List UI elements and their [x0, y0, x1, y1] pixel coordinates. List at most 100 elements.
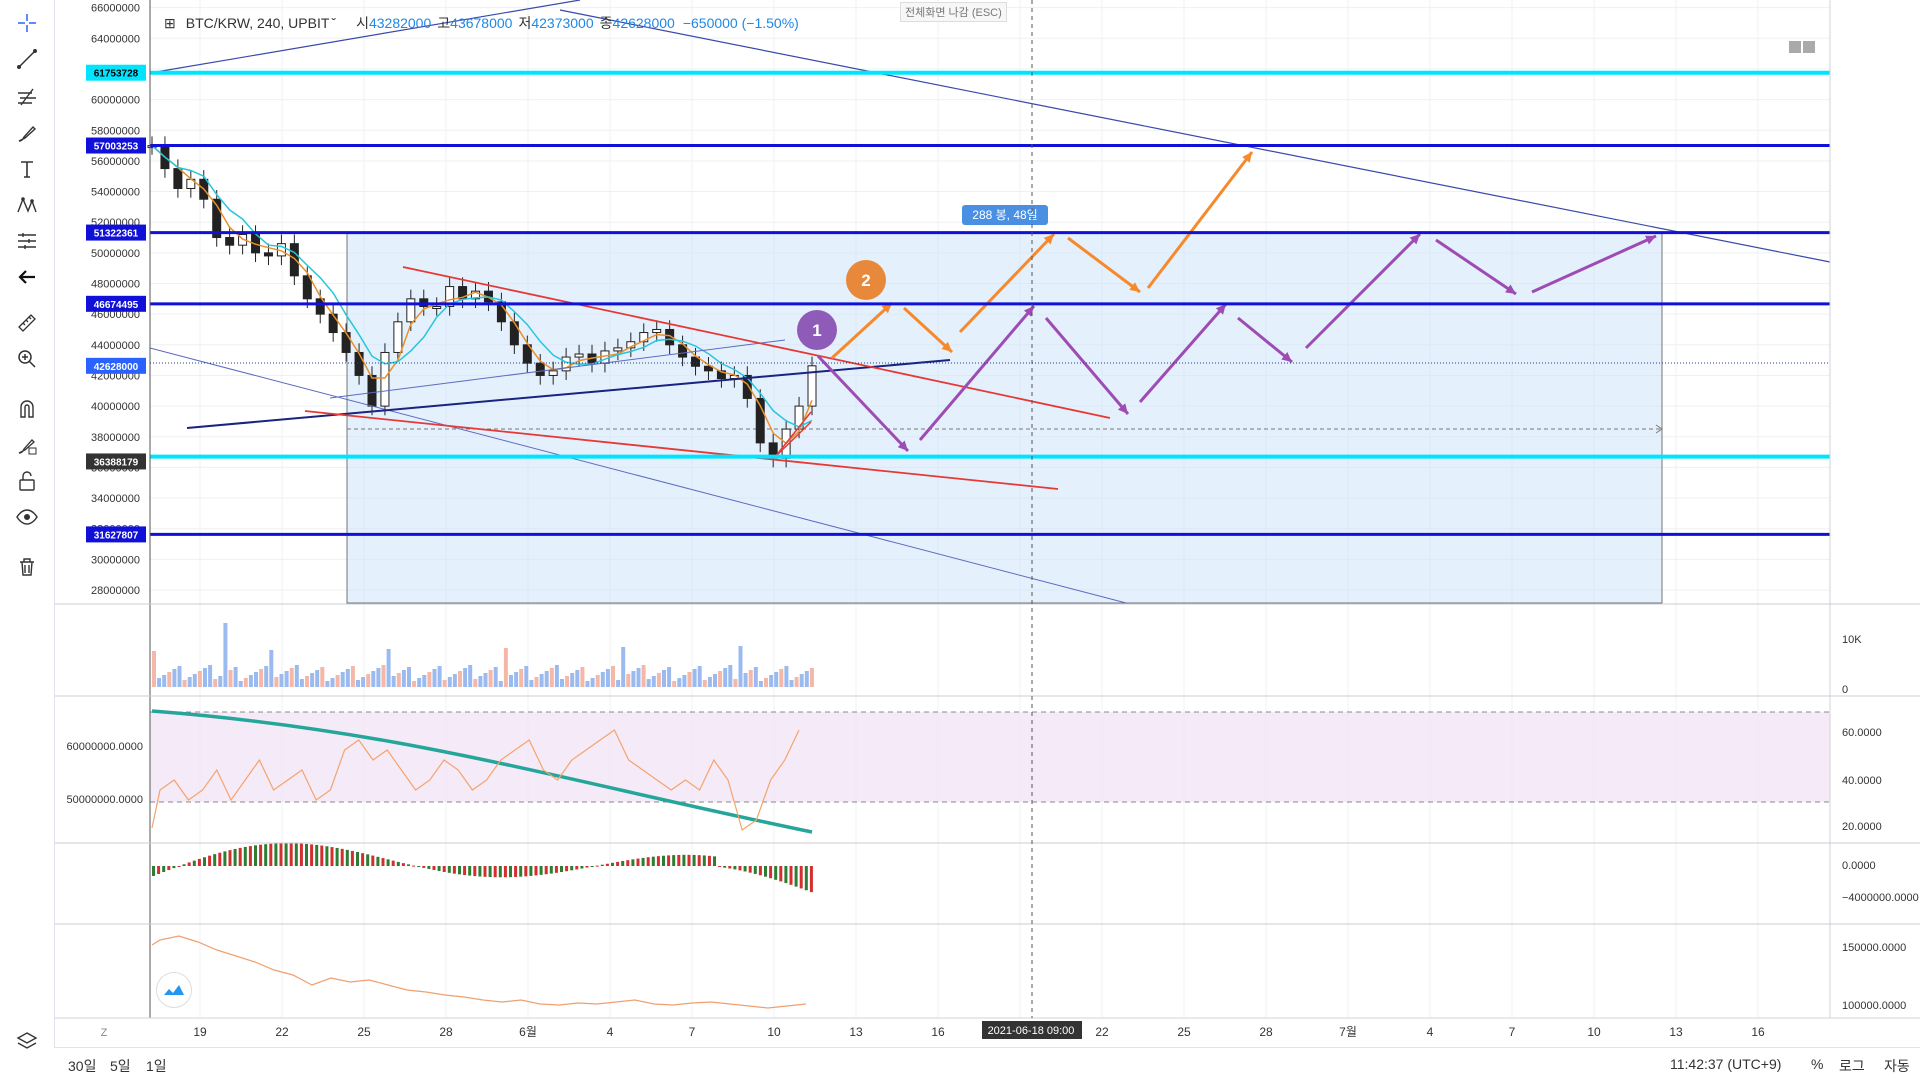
crosshair-date-bg	[982, 1021, 1082, 1039]
macd-bar	[529, 866, 533, 876]
macd-bar	[580, 866, 584, 869]
macd-bar	[361, 853, 365, 866]
magnet-icon[interactable]	[0, 392, 54, 426]
percent-toggle[interactable]: %	[1811, 1056, 1824, 1072]
close-label: 종	[599, 15, 613, 31]
price-label-bg	[86, 224, 146, 241]
macd-bar	[310, 844, 314, 866]
arrow-head-icon	[1281, 352, 1292, 362]
volume-bar	[289, 668, 294, 687]
macd-bar	[636, 858, 640, 866]
volume-bar	[192, 674, 197, 687]
ruler-icon[interactable]	[0, 306, 54, 340]
candle-body	[380, 351, 390, 407]
arrow-head-icon	[1043, 234, 1054, 245]
eye-icon[interactable]	[0, 500, 54, 534]
crosshair-icon[interactable]	[0, 6, 54, 40]
macd-bar	[616, 861, 620, 866]
volume-bar	[371, 671, 376, 687]
volume-bar	[702, 680, 707, 687]
macd-bar	[799, 866, 803, 889]
trendline-icon[interactable]	[0, 42, 54, 76]
volume-bar	[299, 679, 304, 687]
macd-bar	[254, 845, 257, 866]
auto-toggle[interactable]: 자동	[1884, 1058, 1910, 1074]
bottom-toolbar: 30일 5일 1일 11:42:37 (UTC+9) % 로그 자동	[54, 1047, 1920, 1081]
volume-bar	[447, 677, 452, 687]
range-5d-button[interactable]: 5일	[110, 1058, 131, 1074]
exit-fullscreen-hint[interactable]: 전체화면 나감 (ESC)	[900, 2, 1007, 22]
back-arrow-icon[interactable]	[0, 260, 54, 294]
x-axis-z-label: Z	[101, 1027, 108, 1039]
volume-bar	[305, 676, 309, 687]
volume-bar	[264, 666, 269, 687]
volume-bar	[575, 670, 580, 687]
candle-body	[807, 365, 817, 407]
drawings[interactable]: 12	[149, 0, 1831, 605]
candle-body	[639, 332, 649, 343]
volume-bar	[172, 669, 177, 687]
candle-body	[471, 290, 481, 300]
trash-icon[interactable]	[0, 550, 54, 584]
volume-bar	[753, 667, 758, 687]
volume-bar	[718, 671, 723, 687]
macd-bar	[248, 846, 252, 866]
volume-bar	[539, 674, 544, 687]
macd-bar	[386, 859, 390, 866]
text-icon[interactable]	[0, 152, 54, 186]
macd-bar	[498, 866, 502, 878]
forecast-icon[interactable]	[0, 224, 54, 258]
pattern-icon[interactable]	[0, 188, 54, 222]
y-tick-label: 48000000	[91, 279, 140, 291]
macd-bar	[192, 860, 196, 866]
range-1d-button[interactable]: 1일	[146, 1058, 167, 1074]
x-tick-label: 22	[275, 1025, 289, 1039]
volume-bar	[728, 665, 733, 687]
volume-bar	[162, 675, 167, 687]
volume-bar	[167, 672, 172, 687]
macd-bar	[723, 866, 727, 868]
brush-icon[interactable]	[0, 116, 54, 150]
candle-body	[691, 356, 701, 367]
volume-bar	[187, 677, 192, 687]
volume-bar	[549, 668, 554, 687]
x-tick-label: 4	[1427, 1025, 1434, 1039]
y-tick-label: 66000000	[91, 3, 140, 15]
zoom-icon[interactable]	[0, 342, 54, 376]
rsi-right-tick: 60.0000	[1842, 727, 1882, 739]
unlock-icon[interactable]	[0, 464, 54, 498]
volume-bar	[519, 669, 524, 687]
volume-bar	[641, 665, 646, 687]
candle-body	[354, 351, 364, 376]
macd-bar	[458, 866, 461, 875]
volume-bar	[794, 677, 799, 687]
x-tick-label: 4	[607, 1025, 614, 1039]
volume-bar	[197, 671, 202, 687]
symbol-dropdown-icon[interactable]: ˇ	[331, 15, 337, 31]
low-label: 저	[518, 15, 532, 31]
horizontal-levels[interactable]	[150, 70, 1830, 536]
range-arrow-icon	[1655, 424, 1663, 434]
range-30d-button[interactable]: 30일	[68, 1058, 97, 1074]
macd-bar	[809, 866, 813, 893]
rsi-right-tick: 40.0000	[1842, 775, 1882, 787]
candle-body	[496, 301, 506, 323]
clock[interactable]: 11:42:37 (UTC+9)	[1670, 1056, 1782, 1072]
layers-icon[interactable]	[0, 1024, 54, 1058]
price-label: 42628000	[94, 362, 139, 373]
candle-body	[742, 374, 752, 399]
symbol-name[interactable]: BTC/KRW, 240, UPBIT	[185, 15, 330, 31]
axes: 192225286월47101316192225287월47101316Z660…	[54, 0, 1920, 1039]
volume-bar	[279, 674, 284, 687]
low-value: 42373000	[531, 15, 594, 31]
candle-body	[535, 362, 545, 376]
x-tick-label: 13	[849, 1025, 863, 1039]
macd-tick: −4000000.0000	[1842, 892, 1919, 904]
volume-bar	[590, 678, 595, 687]
symbol-toggle-icon[interactable]: ⊞	[164, 14, 176, 31]
fib-icon[interactable]	[0, 80, 54, 114]
log-toggle[interactable]: 로그	[1839, 1058, 1865, 1074]
lock-draw-icon[interactable]	[0, 428, 54, 462]
arrow-shaft	[1138, 303, 1228, 403]
